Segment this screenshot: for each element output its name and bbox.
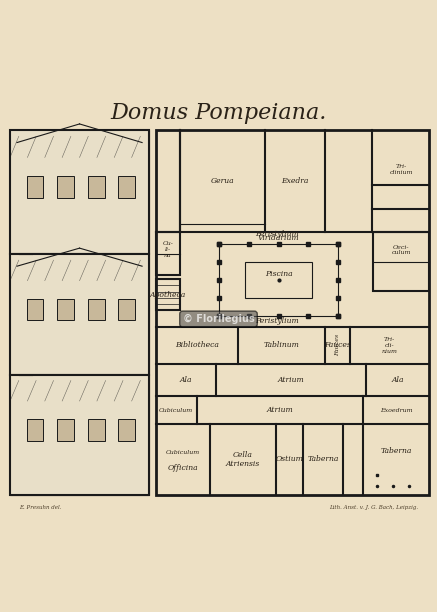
- Bar: [88, 419, 104, 441]
- Text: Ala: Ala: [392, 376, 404, 384]
- Bar: [156, 279, 180, 310]
- Bar: [27, 176, 43, 198]
- Text: Bibliotheca: Bibliotheca: [175, 341, 218, 349]
- Text: Exoedrum: Exoedrum: [380, 408, 413, 412]
- Text: Ostium: Ostium: [276, 455, 304, 463]
- Text: E. Presuhn del.: E. Presuhn del.: [19, 506, 61, 510]
- Text: Lith. Anst. v. J. G. Bach, Leipzig.: Lith. Anst. v. J. G. Bach, Leipzig.: [329, 506, 418, 510]
- Text: Cubiculum: Cubiculum: [159, 408, 193, 412]
- Bar: [118, 176, 135, 198]
- Bar: [10, 130, 149, 495]
- Text: Officina: Officina: [167, 464, 198, 472]
- Text: Peristylium: Peristylium: [255, 318, 298, 326]
- Bar: [88, 299, 104, 320]
- Text: Piscina: Piscina: [265, 271, 292, 278]
- Bar: [57, 299, 74, 320]
- Bar: [10, 375, 149, 495]
- Text: Cu-
li-
na: Cu- li- na: [163, 241, 173, 258]
- Text: Gerua: Gerua: [211, 177, 234, 185]
- Bar: [57, 419, 74, 441]
- Text: Peristylium: Peristylium: [255, 230, 298, 237]
- Bar: [118, 299, 135, 320]
- Text: Tri-
clinium: Tri- clinium: [389, 164, 413, 175]
- Bar: [27, 299, 43, 320]
- Text: Apotheca: Apotheca: [150, 291, 186, 299]
- Text: Exedra: Exedra: [281, 177, 309, 185]
- Text: Fauces: Fauces: [324, 341, 351, 349]
- Bar: [156, 233, 180, 275]
- Text: Atrium: Atrium: [267, 406, 293, 414]
- Bar: [156, 130, 429, 495]
- Text: Atrium: Atrium: [277, 376, 304, 384]
- Text: Tri-
cli-
nium: Tri- cli- nium: [382, 337, 397, 354]
- Text: Domus Pompeiana.: Domus Pompeiana.: [110, 102, 327, 124]
- Bar: [27, 419, 43, 441]
- Text: Taberna: Taberna: [307, 455, 339, 463]
- Text: Cubiculum: Cubiculum: [166, 450, 200, 455]
- Text: Ala: Ala: [179, 376, 192, 384]
- Text: Cella
Atriensis: Cella Atriensis: [226, 450, 260, 468]
- Bar: [245, 262, 312, 297]
- Text: Tablinum: Tablinum: [264, 341, 299, 349]
- Text: Taberna: Taberna: [381, 447, 412, 455]
- Text: Oeci-
culum: Oeci- culum: [392, 245, 411, 255]
- Text: Viridarium: Viridarium: [258, 234, 299, 242]
- Bar: [10, 130, 149, 254]
- Bar: [10, 254, 149, 375]
- Text: Fauces: Fauces: [335, 334, 340, 356]
- Bar: [88, 176, 104, 198]
- Text: © Florilegius: © Florilegius: [183, 314, 254, 324]
- Bar: [118, 419, 135, 441]
- Bar: [57, 176, 74, 198]
- Bar: [373, 233, 429, 291]
- Bar: [219, 244, 338, 316]
